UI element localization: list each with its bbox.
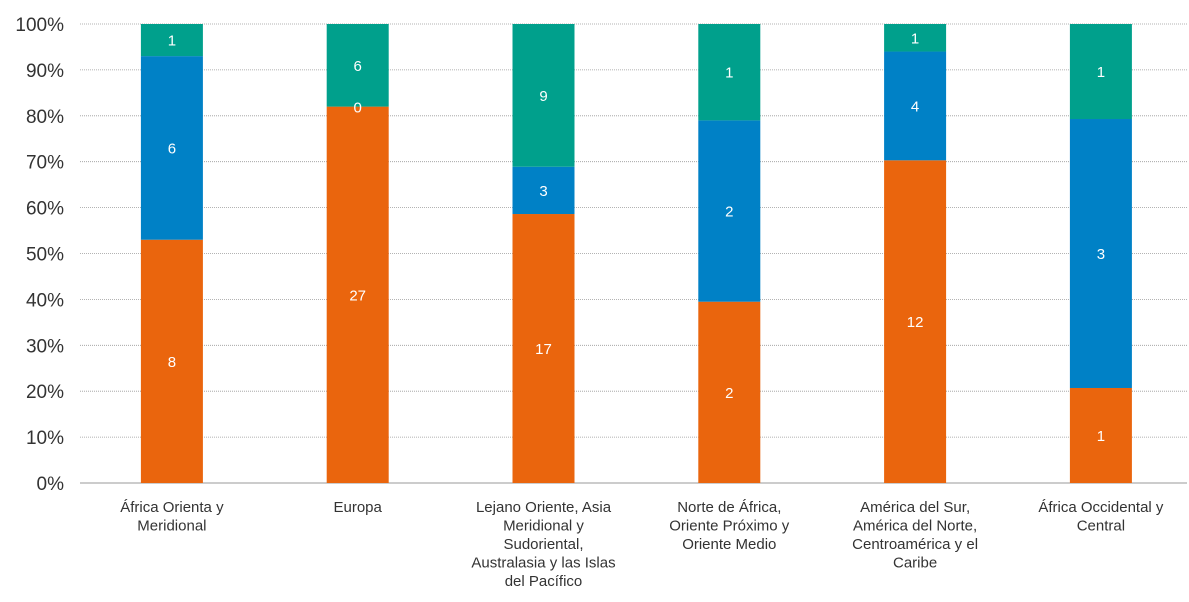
y-tick-label: 10% (26, 428, 64, 449)
bar-segment (1069, 119, 1132, 388)
bar-segment (512, 24, 575, 167)
y-tick-label: 60% (26, 199, 64, 220)
bar-segment (698, 120, 761, 302)
data-label: 27 (349, 287, 366, 304)
x-tick-label: Lejano Oriente, Asia Meridional y Sudorien… (471, 499, 615, 590)
bar-segment (326, 106, 389, 484)
data-label: 2 (725, 385, 733, 402)
bar-segment (1069, 24, 1132, 120)
data-label: 6 (168, 140, 176, 157)
x-tick-label: Norte de África, Oriente Próximo y Oriente… (669, 499, 790, 553)
bar-segment (698, 24, 761, 121)
y-tick-label: 0% (37, 474, 65, 495)
data-label: 2 (725, 204, 733, 221)
data-label: 1 (168, 33, 176, 50)
bar-segment (884, 24, 947, 52)
bar-segment (140, 56, 203, 240)
bar-segment (140, 24, 203, 57)
bar-segment (884, 51, 947, 161)
bar-segment (512, 214, 575, 483)
x-tick-label: África Occidental y Central (1038, 499, 1164, 535)
data-label: 17 (535, 341, 552, 358)
bar-segment (326, 24, 389, 107)
data-label: 12 (907, 314, 924, 331)
data-label: 3 (1097, 246, 1105, 263)
y-tick-label: 80% (26, 107, 64, 128)
x-tick-label: África Orienta y Meridional (120, 499, 224, 535)
x-tick-label: Europa (334, 499, 383, 516)
y-tick-label: 20% (26, 382, 64, 403)
data-label: 9 (539, 88, 547, 105)
data-label: 1 (1097, 428, 1105, 445)
bar-segment (140, 239, 203, 483)
y-tick-label: 100% (15, 15, 64, 36)
data-label: 3 (539, 183, 547, 200)
y-tick-label: 30% (26, 336, 64, 357)
y-tick-label: 90% (26, 61, 64, 82)
data-label: 1 (1097, 64, 1105, 81)
data-label: 1 (911, 30, 919, 47)
x-tick-label: América del Sur, América del Norte, Centro… (852, 499, 978, 572)
data-label: 8 (168, 354, 176, 371)
y-tick-label: 50% (26, 245, 64, 266)
data-label: 6 (354, 58, 362, 75)
data-label: 1 (725, 65, 733, 82)
data-label: 4 (911, 98, 919, 115)
bar-segment (512, 166, 575, 215)
bar-segment (698, 301, 761, 483)
bar-segment (884, 160, 947, 483)
bar-segment (1069, 387, 1132, 483)
data-label: 0 (354, 100, 362, 117)
y-tick-label: 70% (26, 153, 64, 174)
y-tick-label: 40% (26, 290, 64, 311)
